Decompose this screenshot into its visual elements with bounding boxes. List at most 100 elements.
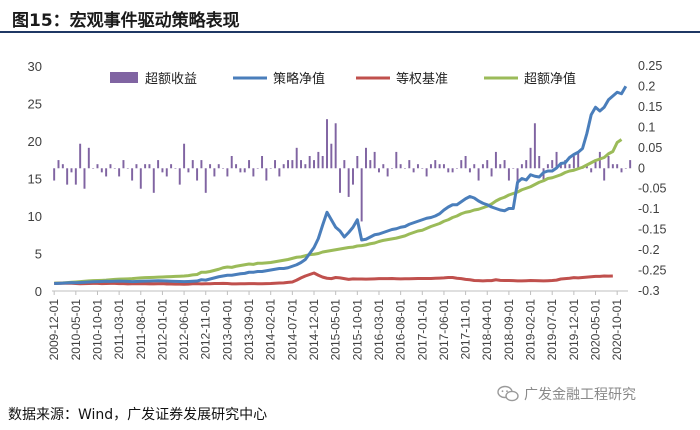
excess-return-bar — [334, 123, 337, 169]
excess-return-bar — [252, 168, 255, 177]
right-axis-tick-label: -0.25 — [638, 264, 667, 278]
x-tick-label: 2010-05-01 — [69, 299, 83, 361]
excess-return-bar — [183, 143, 186, 169]
excess-return-bar — [209, 164, 212, 169]
excess-return-bar — [66, 168, 69, 185]
left-axis-tick-label: 30 — [28, 59, 42, 74]
x-tick-label: 2014-12-01 — [307, 299, 321, 361]
excess-return-bar — [300, 160, 302, 169]
excess-return-bar — [568, 164, 571, 169]
excess-return-bar — [256, 168, 259, 169]
excess-return-bar — [74, 168, 77, 185]
excess-return-bar — [447, 168, 450, 173]
excess-return-bar — [118, 168, 121, 177]
right-axis-tick-label: 0 — [638, 161, 645, 175]
excess-return-bar — [386, 168, 389, 177]
excess-return-bar — [139, 168, 142, 189]
excess-return-bar — [148, 164, 151, 169]
excess-return-bar — [144, 164, 147, 169]
left-axis-tick-label: 0 — [35, 284, 42, 299]
excess-return-bar — [152, 168, 155, 193]
excess-return-bar — [629, 160, 632, 169]
excess-return-bar — [83, 168, 86, 189]
excess-return-bar — [412, 168, 415, 173]
left-axis-tick-label: 20 — [28, 134, 42, 149]
right-axis-tick-label: 0.1 — [638, 120, 655, 134]
excess-return-bar — [611, 164, 614, 169]
x-tick-label: 2010-10-01 — [90, 299, 104, 361]
excess-return-bar — [538, 156, 541, 169]
excess-return-bar — [352, 168, 354, 185]
excess-return-bar — [131, 168, 134, 181]
left-axis-tick-label: 15 — [28, 172, 42, 187]
excess-return-bar — [235, 164, 238, 169]
excess-return-bar — [494, 151, 497, 169]
excess-return-bar — [490, 168, 493, 177]
excess-return-bar — [274, 160, 277, 169]
excess-return-bar — [442, 164, 445, 169]
x-tick-label: 2018-04-01 — [480, 299, 494, 361]
x-tick-label: 2011-03-01 — [112, 299, 126, 360]
excess-return-bar — [365, 147, 367, 169]
excess-return-bar — [191, 160, 194, 169]
excess-return-bar — [373, 151, 376, 169]
excess-return-bar — [525, 160, 528, 169]
strategy-nav-line — [54, 85, 628, 285]
excess-return-bar — [603, 168, 606, 181]
excess-return-bar — [126, 168, 129, 169]
left-axis-tick-label: 25 — [28, 97, 42, 112]
x-tick-label: 2009-12-01 — [47, 299, 61, 361]
benchmark-nav-line — [54, 271, 613, 286]
excess-return-bar — [546, 164, 549, 169]
wechat-icon — [497, 385, 519, 402]
x-tick-label: 2019-12-01 — [567, 299, 581, 361]
excess-return-bar — [451, 168, 454, 173]
excess-return-bar — [265, 168, 268, 181]
excess-return-bar — [473, 164, 476, 169]
excess-return-bar — [455, 168, 458, 169]
excess-return-bar — [343, 160, 346, 169]
x-tick-label: 2012-11-01 — [199, 299, 213, 360]
excess-return-bar — [200, 160, 203, 169]
excess-return-bar — [533, 123, 536, 169]
excess-return-bar — [317, 151, 320, 169]
excess-return-bar — [403, 168, 406, 169]
figure-title: 图15：宏观事件驱动策略表现 — [12, 11, 240, 31]
excess-return-bar — [230, 156, 233, 169]
excess-return-bar — [481, 164, 484, 169]
excess-return-bar — [196, 168, 199, 181]
x-tick-label: 2020-10-01 — [610, 299, 624, 361]
x-tick-label: 2020-05-01 — [589, 299, 603, 361]
excess-return-bar — [79, 143, 82, 169]
excess-return-bar — [178, 168, 181, 185]
x-tick-label: 2019-02-01 — [524, 299, 538, 361]
legend-excess-return: 超额收益 — [145, 72, 197, 87]
excess-return-bar — [165, 168, 168, 177]
excess-return-bar — [243, 168, 246, 173]
excess-return-bar — [222, 168, 225, 169]
excess-return-bar — [395, 151, 398, 169]
data-source-note: 数据来源：Wind，广发证券发展研究中心 — [8, 407, 268, 423]
title-divider — [0, 31, 700, 33]
excess-return-bar — [507, 168, 510, 181]
excess-return-bar — [503, 160, 506, 169]
right-axis-tick-label: 0.05 — [638, 141, 662, 155]
excess-return-bar — [204, 168, 207, 193]
excess-return-bar — [321, 156, 324, 169]
excess-return-bar — [369, 160, 372, 169]
excess-return-bar — [92, 168, 95, 169]
x-tick-label: 2012-06-01 — [177, 299, 191, 361]
right-axis-tick-label: 0.25 — [638, 59, 662, 73]
excess-return-bar — [486, 160, 489, 169]
left-axis-tick-label: 10 — [28, 209, 42, 224]
excess-return-bar — [378, 168, 380, 173]
excess-return-bar — [434, 160, 437, 169]
excess-return-bar — [339, 168, 341, 193]
watermark-text: 广发金融工程研究 — [524, 387, 636, 403]
excess-return-bar — [135, 164, 138, 169]
excess-return-bar — [520, 164, 523, 169]
excess-return-bar — [57, 160, 60, 169]
excess-return-bar — [87, 147, 90, 169]
x-tick-label: 2018-09-01 — [502, 299, 516, 361]
excess-return-bar — [460, 160, 463, 169]
